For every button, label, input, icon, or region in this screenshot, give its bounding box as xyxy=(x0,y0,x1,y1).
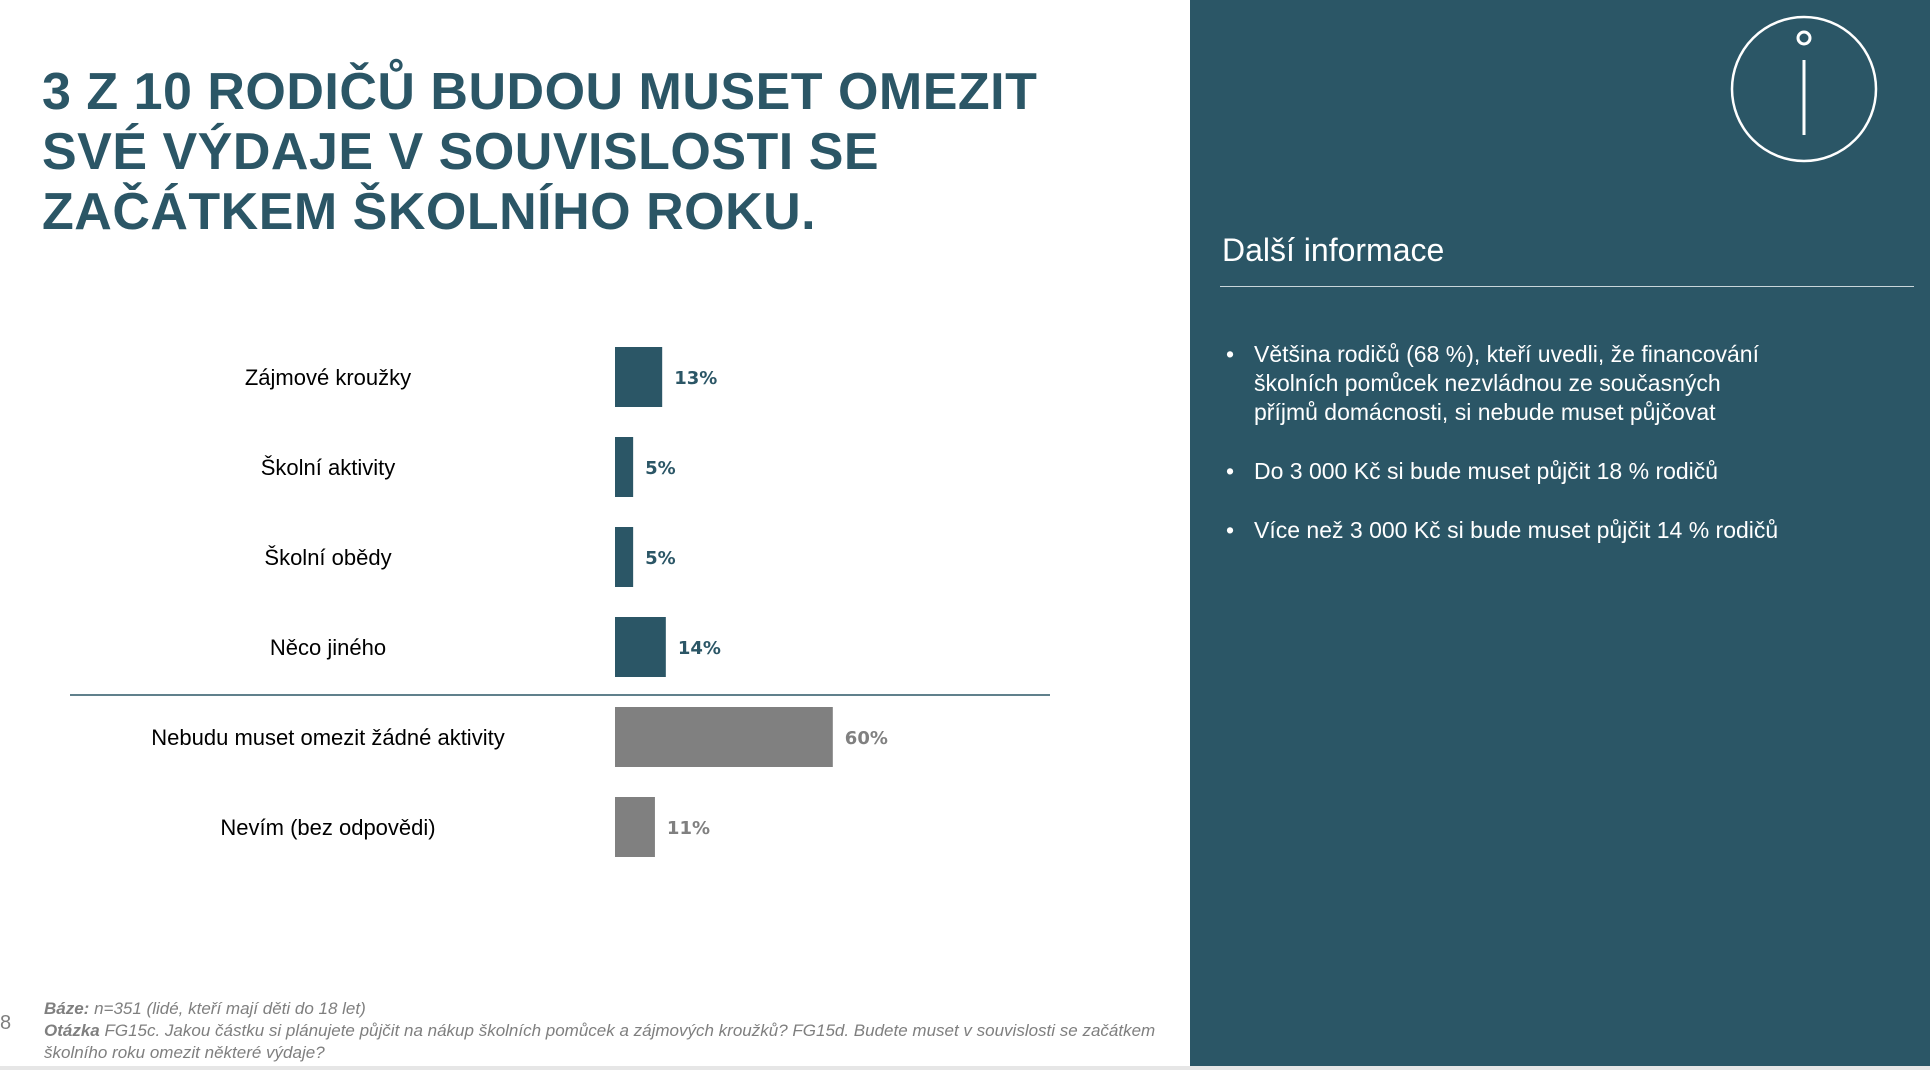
category-label: Školní obědy xyxy=(264,545,391,570)
footnote: Báze: n=351 (lidé, kteří mají děti do 18… xyxy=(44,998,1184,1064)
title-line-2: SVÉ VÝDAJE V SOUVISLOSTI SE xyxy=(42,123,880,181)
category-label: Nevím (bez odpovědi) xyxy=(220,815,435,840)
bar xyxy=(615,437,634,497)
category-label: Zájmové kroužky xyxy=(245,365,411,390)
footnote-question: Otázka FG15c. Jakou částku si plánujete … xyxy=(44,1020,1184,1064)
info-icon xyxy=(1730,15,1878,163)
page-title: 3 Z 10 RODIČŮ BUDOU MUSET OMEZIT SVÉ VÝD… xyxy=(42,62,1162,242)
footnote-base-text: n=351 (lidé, kteří mají děti do 18 let) xyxy=(89,999,366,1018)
bar xyxy=(615,707,833,767)
page-number: 8 xyxy=(0,1012,12,1034)
data-label: 11% xyxy=(667,818,710,839)
slide-bottom-border xyxy=(0,1066,1930,1070)
title-line-3: ZAČÁTKEM ŠKOLNÍHO ROKU. xyxy=(42,183,817,241)
bullet-item: Většina rodičů (68 %), kteří uvedli, že … xyxy=(1222,340,1782,427)
category-label: Něco jiného xyxy=(270,635,386,660)
footnote-base: Báze: n=351 (lidé, kteří mají děti do 18… xyxy=(44,998,1184,1020)
slide-content xyxy=(0,0,1190,1070)
footnote-question-text: FG15c. Jakou částku si plánujete půjčit … xyxy=(44,1021,1156,1062)
data-label: 14% xyxy=(678,638,721,659)
data-label: 5% xyxy=(645,548,676,569)
bullet-item: Do 3 000 Kč si bude muset půjčit 18 % ro… xyxy=(1222,457,1782,486)
footnote-base-label: Báze: xyxy=(44,999,90,1018)
panel-divider xyxy=(1220,286,1914,287)
title-line-1: 3 Z 10 RODIČŮ BUDOU MUSET OMEZIT xyxy=(42,63,1038,121)
bar-chart: Zájmové kroužky 13% Školní aktivity 5% Školn… xyxy=(70,347,1050,857)
info-bullets: Většina rodičů (68 %), kteří uvedli, že … xyxy=(1222,340,1782,575)
bar xyxy=(615,527,634,587)
data-label: 60% xyxy=(845,728,888,749)
category-label: Školní aktivity xyxy=(261,455,396,480)
data-label: 5% xyxy=(645,458,676,479)
bar xyxy=(615,347,663,407)
category-label: Nebudu muset omezit žádné aktivity xyxy=(151,725,504,750)
data-label: 13% xyxy=(674,368,717,389)
bar xyxy=(615,617,666,677)
bullet-item: Více než 3 000 Kč si bude muset půjčit 1… xyxy=(1222,516,1782,545)
footnote-question-label: Otázka xyxy=(44,1021,100,1040)
panel-title: Další informace xyxy=(1222,232,1445,268)
bar xyxy=(615,797,655,857)
